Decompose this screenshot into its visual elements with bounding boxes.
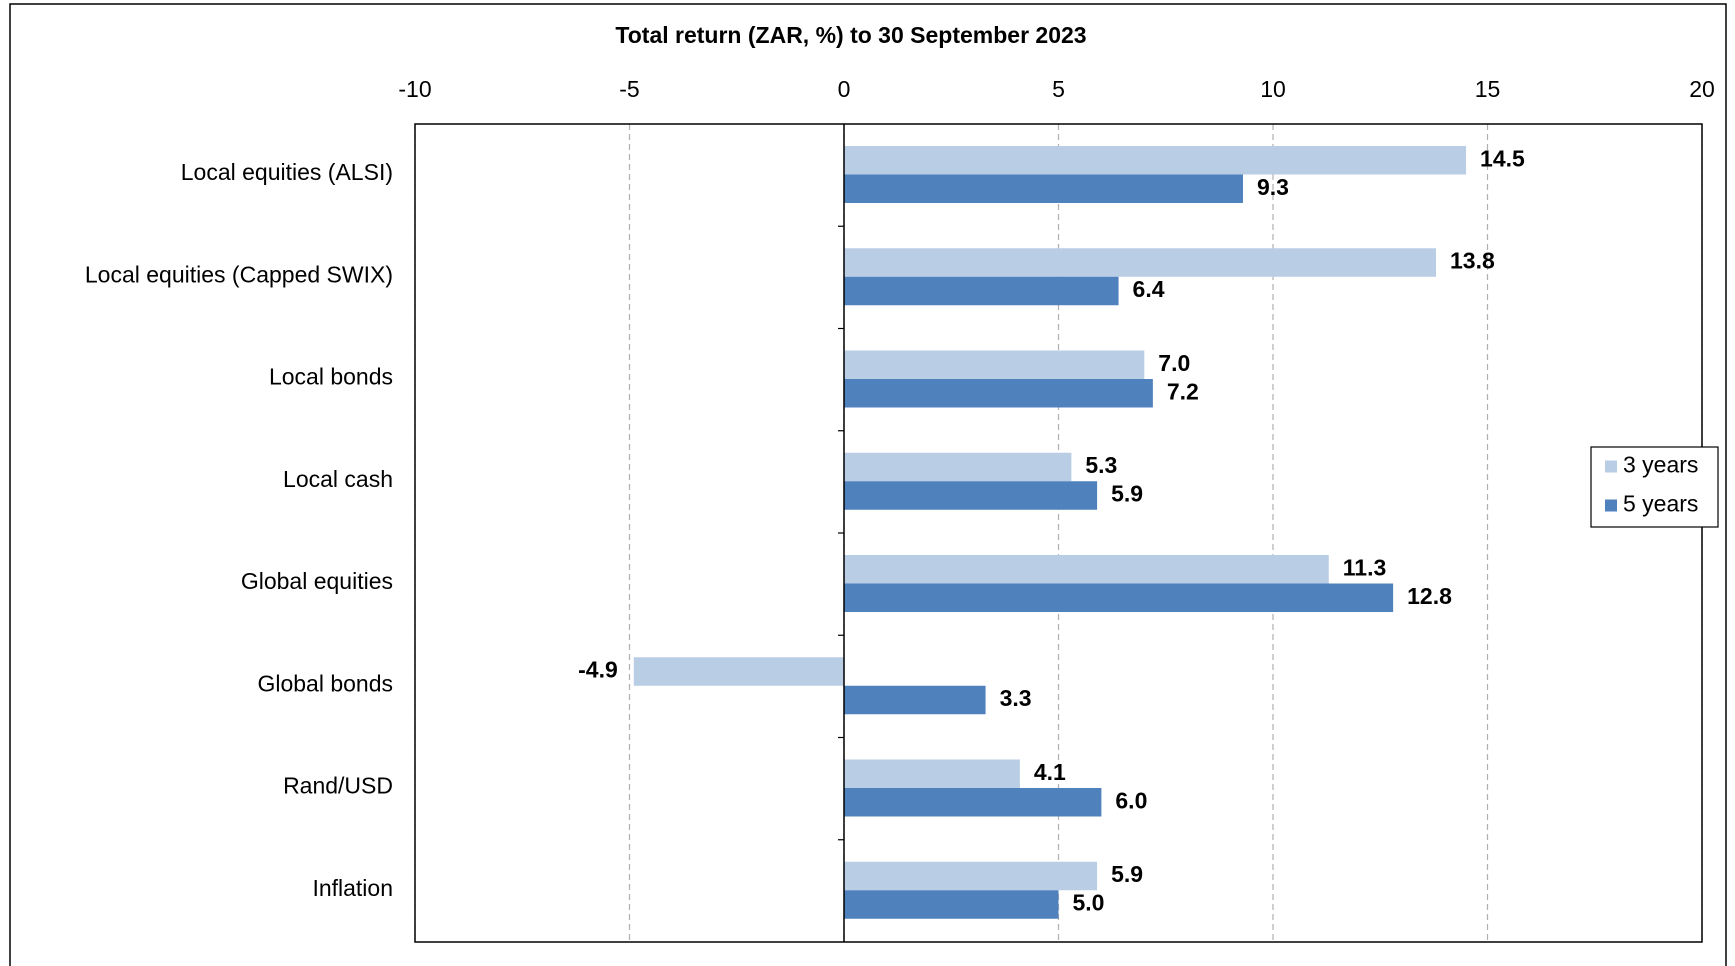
data-label: 14.5 — [1480, 145, 1525, 171]
x-tick-label: 10 — [1260, 76, 1286, 102]
bar — [633, 657, 844, 686]
data-label: 7.0 — [1158, 350, 1190, 376]
bar — [844, 890, 1059, 919]
bar — [844, 174, 1243, 203]
x-tick-label: 5 — [1052, 76, 1065, 102]
legend-box — [1590, 446, 1719, 528]
bar — [844, 555, 1329, 584]
category-label: Inflation — [312, 875, 393, 901]
bar — [844, 276, 1119, 306]
chart-frame — [9, 3, 1727, 966]
category-label: Local cash — [283, 466, 393, 492]
bar — [844, 481, 1098, 510]
data-label: -4.9 — [578, 657, 618, 683]
x-tick-label: 15 — [1475, 76, 1501, 102]
legend-swatch — [1605, 499, 1617, 512]
legend-label: 3 years — [1623, 452, 1698, 478]
data-label: 12.8 — [1407, 583, 1452, 609]
data-label: 4.1 — [1034, 759, 1066, 785]
category-label: Rand/USD — [283, 773, 393, 799]
legend-swatch — [1605, 460, 1617, 473]
data-label: 6.0 — [1115, 787, 1147, 813]
category-label: Global bonds — [257, 670, 393, 696]
data-label: 6.4 — [1133, 276, 1165, 302]
bar — [844, 379, 1153, 408]
data-label: 3.3 — [1000, 685, 1032, 711]
x-tick-label: -10 — [398, 76, 431, 102]
data-label: 5.9 — [1111, 481, 1143, 507]
bar — [844, 452, 1072, 482]
bar — [844, 788, 1102, 817]
x-tick-label: -5 — [619, 76, 639, 102]
data-label: 11.3 — [1343, 554, 1387, 580]
data-label: 13.8 — [1450, 248, 1495, 274]
category-label: Local equities (ALSI) — [181, 159, 393, 185]
legend-label: 5 years — [1623, 491, 1698, 517]
data-label: 9.3 — [1257, 174, 1289, 200]
data-label: 5.0 — [1073, 890, 1105, 916]
bar — [844, 759, 1020, 788]
chart-title: Total return (ZAR, %) to 30 September 20… — [615, 22, 1086, 48]
bar — [844, 350, 1145, 379]
data-label: 5.9 — [1111, 861, 1143, 887]
category-label: Local equities (Capped SWIX) — [85, 261, 393, 287]
category-label: Local bonds — [269, 364, 393, 390]
x-tick-label: 0 — [838, 76, 851, 102]
data-label: 5.3 — [1085, 452, 1117, 478]
bar — [844, 146, 1467, 175]
bar — [844, 248, 1437, 277]
x-tick-label: 20 — [1689, 76, 1715, 102]
plot-area — [414, 123, 1703, 943]
bar — [844, 861, 1098, 891]
category-label: Global equities — [241, 568, 393, 594]
bar — [844, 583, 1394, 612]
bar — [844, 685, 986, 715]
data-label: 7.2 — [1167, 378, 1199, 404]
